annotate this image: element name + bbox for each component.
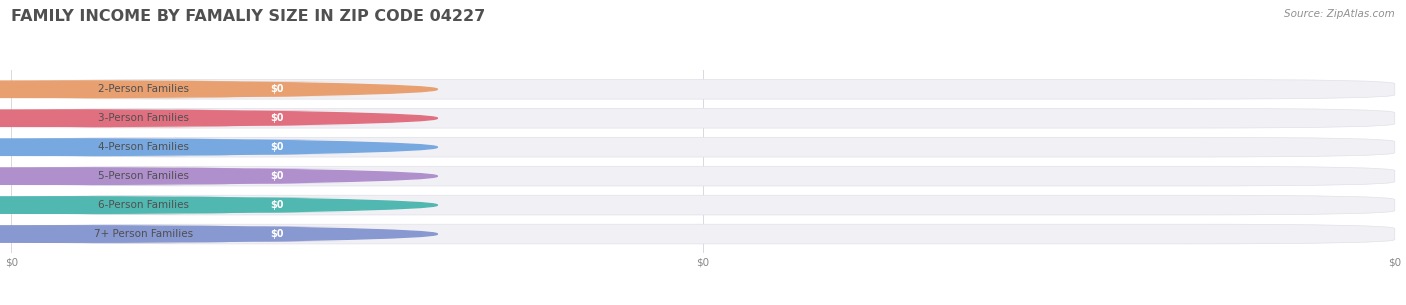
FancyBboxPatch shape	[200, 111, 354, 126]
Text: FAMILY INCOME BY FAMALIY SIZE IN ZIP CODE 04227: FAMILY INCOME BY FAMALIY SIZE IN ZIP COD…	[11, 9, 485, 24]
Circle shape	[0, 197, 437, 213]
FancyBboxPatch shape	[11, 108, 1395, 128]
FancyBboxPatch shape	[200, 227, 354, 242]
Text: 4-Person Families: 4-Person Families	[98, 142, 188, 152]
FancyBboxPatch shape	[37, 109, 250, 127]
Text: $0: $0	[270, 200, 284, 210]
Circle shape	[0, 139, 437, 156]
FancyBboxPatch shape	[11, 224, 253, 244]
Text: $0: $0	[270, 171, 284, 181]
FancyBboxPatch shape	[37, 196, 250, 214]
Circle shape	[0, 226, 437, 242]
FancyBboxPatch shape	[37, 167, 250, 185]
FancyBboxPatch shape	[11, 79, 1395, 99]
FancyBboxPatch shape	[200, 169, 354, 184]
Text: $0: $0	[270, 113, 284, 123]
Text: Source: ZipAtlas.com: Source: ZipAtlas.com	[1284, 9, 1395, 19]
Circle shape	[0, 110, 437, 127]
Text: 7+ Person Families: 7+ Person Families	[94, 229, 193, 239]
Text: 5-Person Families: 5-Person Families	[98, 171, 188, 181]
Text: 3-Person Families: 3-Person Families	[98, 113, 188, 123]
FancyBboxPatch shape	[11, 195, 1395, 215]
FancyBboxPatch shape	[200, 198, 354, 213]
Text: $0: $0	[270, 142, 284, 152]
FancyBboxPatch shape	[11, 108, 253, 128]
FancyBboxPatch shape	[11, 224, 1395, 244]
FancyBboxPatch shape	[11, 137, 253, 157]
Text: $0: $0	[270, 84, 284, 94]
Text: 6-Person Families: 6-Person Families	[98, 200, 188, 210]
FancyBboxPatch shape	[11, 166, 1395, 186]
FancyBboxPatch shape	[200, 140, 354, 155]
FancyBboxPatch shape	[37, 138, 250, 156]
Text: $0: $0	[270, 229, 284, 239]
FancyBboxPatch shape	[200, 82, 354, 97]
FancyBboxPatch shape	[37, 81, 250, 98]
FancyBboxPatch shape	[37, 225, 250, 243]
Circle shape	[0, 81, 437, 98]
Text: 2-Person Families: 2-Person Families	[98, 84, 188, 94]
FancyBboxPatch shape	[11, 79, 253, 99]
Circle shape	[0, 168, 437, 185]
FancyBboxPatch shape	[11, 195, 253, 215]
FancyBboxPatch shape	[11, 137, 1395, 157]
FancyBboxPatch shape	[11, 166, 253, 186]
